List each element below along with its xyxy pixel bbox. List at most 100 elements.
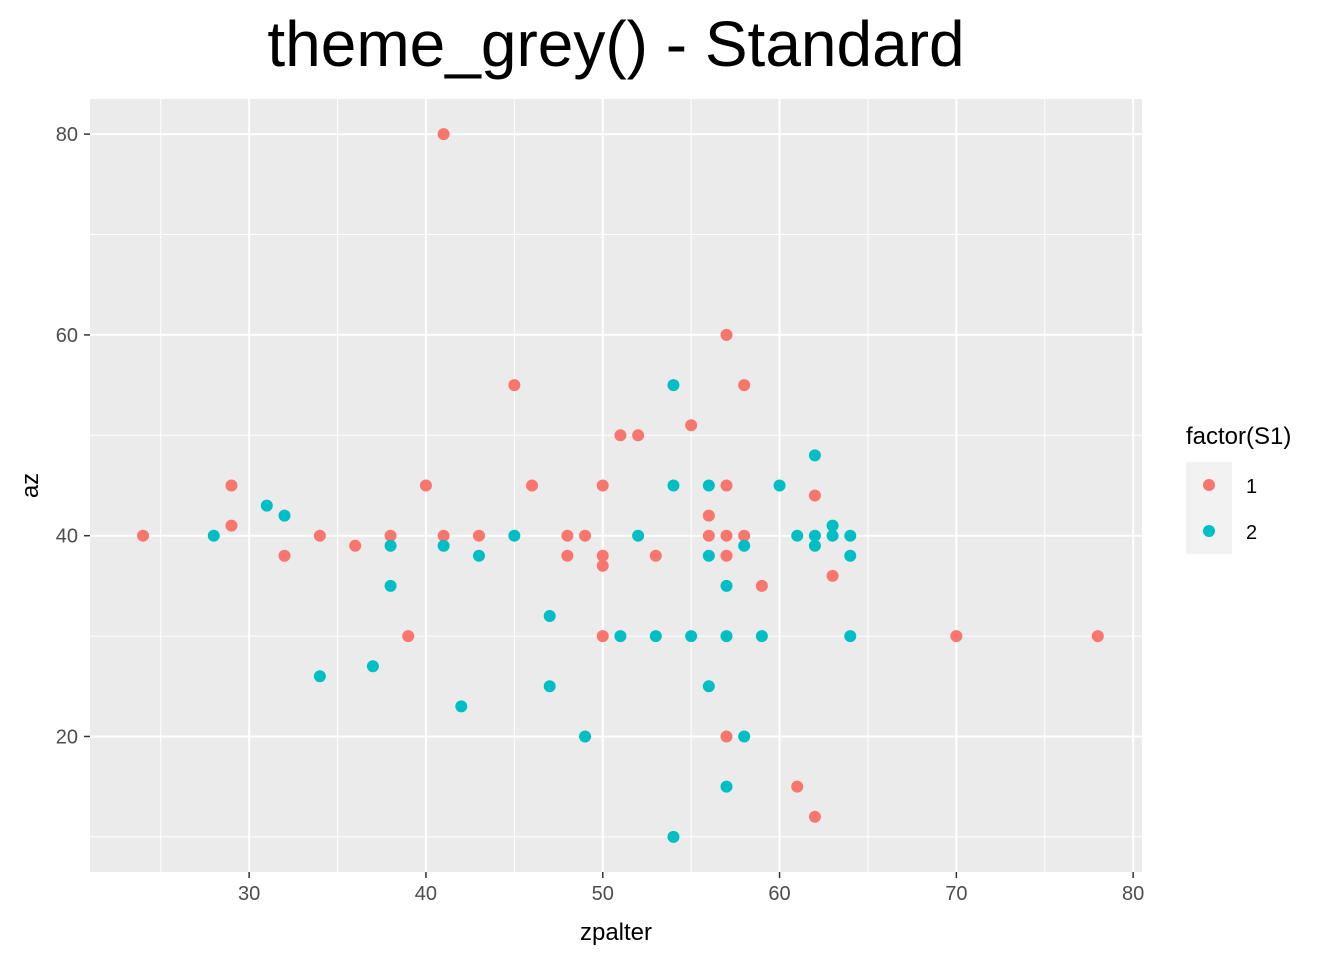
legend-title: factor(S1) <box>1186 423 1291 450</box>
data-point-series-2 <box>826 529 839 542</box>
data-point-series-2 <box>543 610 556 623</box>
data-point-series-2 <box>667 479 680 492</box>
x-tick-label: 80 <box>1122 883 1144 905</box>
data-point-series-2 <box>702 549 715 562</box>
data-point-series-1 <box>437 529 450 542</box>
data-point-series-2 <box>455 700 468 713</box>
data-point-series-1 <box>313 529 326 542</box>
legend-label-2: 2 <box>1246 522 1257 544</box>
x-tick-label: 60 <box>768 883 790 905</box>
data-point-series-2 <box>773 479 786 492</box>
data-point-series-2 <box>738 539 751 552</box>
data-point-series-2 <box>384 579 397 592</box>
data-point-series-1 <box>472 529 485 542</box>
data-point-series-2 <box>702 680 715 693</box>
data-point-series-1 <box>649 549 662 562</box>
data-point-series-2 <box>844 529 857 542</box>
data-point-series-1 <box>755 579 768 592</box>
data-point-series-2 <box>384 539 397 552</box>
data-point-series-1 <box>596 549 609 562</box>
data-point-series-1 <box>419 479 432 492</box>
data-point-series-2 <box>543 680 556 693</box>
data-point-series-2 <box>278 509 291 522</box>
data-point-series-1 <box>720 328 733 341</box>
data-points <box>137 128 1104 843</box>
data-point-series-2 <box>667 830 680 843</box>
data-point-series-2 <box>366 660 379 673</box>
data-point-series-2 <box>472 549 485 562</box>
data-point-series-2 <box>808 529 821 542</box>
data-point-series-2 <box>808 449 821 462</box>
data-point-series-1 <box>720 479 733 492</box>
data-point-series-2 <box>738 730 751 743</box>
data-point-series-2 <box>632 529 645 542</box>
y-tick-label: 60 <box>56 325 78 347</box>
data-point-series-2 <box>579 730 592 743</box>
data-point-series-1 <box>808 810 821 823</box>
data-point-series-1 <box>720 730 733 743</box>
y-tick-label: 80 <box>56 124 78 146</box>
data-point-series-1 <box>349 539 362 552</box>
axes: 30 40 50 60 70 80 20 40 60 80 <box>56 124 1145 905</box>
data-point-series-1 <box>1091 630 1104 643</box>
data-point-series-2 <box>702 479 715 492</box>
x-tick-label: 40 <box>415 883 437 905</box>
data-point-series-2 <box>260 499 273 512</box>
data-point-series-2 <box>808 539 821 552</box>
data-point-series-1 <box>579 529 592 542</box>
data-point-series-2 <box>720 630 733 643</box>
data-point-series-1 <box>826 569 839 582</box>
data-point-series-1 <box>685 419 698 432</box>
data-point-series-1 <box>614 429 627 442</box>
data-point-series-1 <box>526 479 539 492</box>
data-point-series-2 <box>844 630 857 643</box>
legend-key-1 <box>1203 479 1215 491</box>
data-point-series-1 <box>384 529 397 542</box>
data-point-series-1 <box>738 379 751 392</box>
data-point-series-2 <box>826 519 839 532</box>
data-point-series-2 <box>313 670 326 683</box>
data-point-series-2 <box>667 379 680 392</box>
y-axis-title: az <box>17 473 44 498</box>
data-point-series-2 <box>649 630 662 643</box>
data-point-series-1 <box>791 780 804 793</box>
data-point-series-2 <box>207 529 220 542</box>
data-point-series-1 <box>808 489 821 502</box>
data-point-series-2 <box>508 529 521 542</box>
data-point-series-2 <box>755 630 768 643</box>
data-point-series-2 <box>614 630 627 643</box>
data-point-series-1 <box>702 509 715 522</box>
data-point-series-2 <box>437 539 450 552</box>
data-point-series-1 <box>702 529 715 542</box>
data-point-series-2 <box>685 630 698 643</box>
data-point-series-1 <box>596 559 609 572</box>
x-axis-title: zpalter <box>580 919 652 946</box>
data-point-series-2 <box>720 579 733 592</box>
data-point-series-1 <box>225 519 238 532</box>
data-point-series-1 <box>596 630 609 643</box>
data-point-series-1 <box>632 429 645 442</box>
y-tick-label: 20 <box>56 726 78 748</box>
data-point-series-1 <box>950 630 963 643</box>
x-tick-label: 30 <box>238 883 260 905</box>
data-point-series-2 <box>844 549 857 562</box>
plot-panel <box>90 99 1142 872</box>
legend: factor(S1) 1 2 <box>1186 423 1291 554</box>
data-point-series-1 <box>278 549 291 562</box>
data-point-series-1 <box>508 379 521 392</box>
y-tick-label: 40 <box>56 526 78 548</box>
data-point-series-1 <box>561 549 574 562</box>
data-point-series-1 <box>137 529 150 542</box>
data-point-series-1 <box>720 549 733 562</box>
minor-gridlines <box>90 99 1142 872</box>
legend-label-1: 1 <box>1246 476 1257 498</box>
data-point-series-1 <box>561 529 574 542</box>
chart-title: theme_grey() - Standard <box>267 8 965 80</box>
data-point-series-1 <box>738 529 751 542</box>
data-point-series-1 <box>596 479 609 492</box>
legend-keys-background <box>1186 462 1232 554</box>
data-point-series-1 <box>225 479 238 492</box>
data-point-series-2 <box>791 529 804 542</box>
data-point-series-2 <box>720 780 733 793</box>
